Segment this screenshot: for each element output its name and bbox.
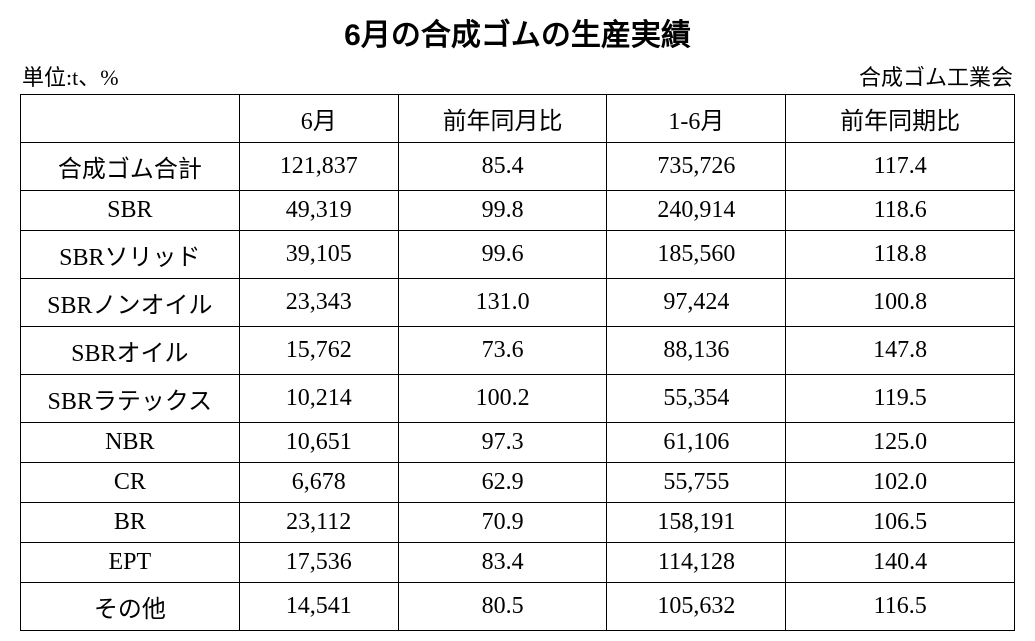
table-row: SBRソリッド39,10599.6185,560118.8 <box>21 231 1015 279</box>
row-label: その他 <box>21 583 240 631</box>
cell-jan-june: 97,424 <box>607 279 786 327</box>
col-header-yoy-month: 前年同月比 <box>398 95 607 143</box>
source-label: 合成ゴム工業会 <box>859 60 1013 92</box>
page-title: 6月の合成ゴムの生産実績 <box>20 10 1015 54</box>
cell-yoy-period: 125.0 <box>786 423 1015 463</box>
cell-yoy-period: 106.5 <box>786 503 1015 543</box>
cell-yoy-period: 100.8 <box>786 279 1015 327</box>
table-row: SBRラテックス10,214100.255,354119.5 <box>21 375 1015 423</box>
cell-yoy-month: 85.4 <box>398 143 607 191</box>
cell-jan-june: 88,136 <box>607 327 786 375</box>
cell-yoy-period: 118.6 <box>786 191 1015 231</box>
cell-june: 17,536 <box>239 543 398 583</box>
cell-yoy-period: 117.4 <box>786 143 1015 191</box>
cell-june: 23,343 <box>239 279 398 327</box>
unit-label: 単位:t、% <box>22 60 119 92</box>
cell-yoy-period: 116.5 <box>786 583 1015 631</box>
cell-yoy-month: 99.8 <box>398 191 607 231</box>
row-label: CR <box>21 463 240 503</box>
cell-yoy-month: 99.6 <box>398 231 607 279</box>
table-row: その他14,54180.5105,632116.5 <box>21 583 1015 631</box>
cell-june: 10,214 <box>239 375 398 423</box>
cell-yoy-period: 118.8 <box>786 231 1015 279</box>
cell-yoy-month: 100.2 <box>398 375 607 423</box>
row-label: EPT <box>21 543 240 583</box>
cell-yoy-month: 80.5 <box>398 583 607 631</box>
cell-june: 121,837 <box>239 143 398 191</box>
cell-yoy-month: 62.9 <box>398 463 607 503</box>
table-row: SBRオイル15,76273.688,136147.8 <box>21 327 1015 375</box>
table-row: CR6,67862.955,755102.0 <box>21 463 1015 503</box>
row-label: BR <box>21 503 240 543</box>
production-table: 6月 前年同月比 1-6月 前年同期比 合成ゴム合計121,83785.4735… <box>20 94 1015 631</box>
cell-jan-june: 114,128 <box>607 543 786 583</box>
table-row: NBR10,65197.361,106125.0 <box>21 423 1015 463</box>
cell-june: 23,112 <box>239 503 398 543</box>
cell-yoy-month: 97.3 <box>398 423 607 463</box>
cell-june: 39,105 <box>239 231 398 279</box>
cell-yoy-month: 73.6 <box>398 327 607 375</box>
col-header-yoy-period: 前年同期比 <box>786 95 1015 143</box>
table-row: BR23,11270.9158,191106.5 <box>21 503 1015 543</box>
cell-june: 15,762 <box>239 327 398 375</box>
cell-yoy-month: 131.0 <box>398 279 607 327</box>
table-row: EPT17,53683.4114,128140.4 <box>21 543 1015 583</box>
cell-jan-june: 185,560 <box>607 231 786 279</box>
table-row: 合成ゴム合計121,83785.4735,726117.4 <box>21 143 1015 191</box>
col-header-label <box>21 95 240 143</box>
cell-yoy-month: 83.4 <box>398 543 607 583</box>
cell-june: 14,541 <box>239 583 398 631</box>
row-label: SBRラテックス <box>21 375 240 423</box>
cell-jan-june: 105,632 <box>607 583 786 631</box>
cell-june: 6,678 <box>239 463 398 503</box>
row-label: SBRノンオイル <box>21 279 240 327</box>
table-row: SBR49,31999.8240,914118.6 <box>21 191 1015 231</box>
table-body: 合成ゴム合計121,83785.4735,726117.4SBR49,31999… <box>21 143 1015 631</box>
row-label: NBR <box>21 423 240 463</box>
cell-yoy-month: 70.9 <box>398 503 607 543</box>
cell-yoy-period: 147.8 <box>786 327 1015 375</box>
row-label: 合成ゴム合計 <box>21 143 240 191</box>
cell-june: 49,319 <box>239 191 398 231</box>
cell-jan-june: 61,106 <box>607 423 786 463</box>
cell-yoy-period: 119.5 <box>786 375 1015 423</box>
col-header-jan-june: 1-6月 <box>607 95 786 143</box>
cell-jan-june: 55,755 <box>607 463 786 503</box>
table-header-row: 6月 前年同月比 1-6月 前年同期比 <box>21 95 1015 143</box>
table-row: SBRノンオイル23,343131.097,424100.8 <box>21 279 1015 327</box>
row-label: SBRソリッド <box>21 231 240 279</box>
row-label: SBR <box>21 191 240 231</box>
cell-june: 10,651 <box>239 423 398 463</box>
meta-row: 単位:t、% 合成ゴム工業会 <box>20 60 1015 92</box>
col-header-june: 6月 <box>239 95 398 143</box>
cell-jan-june: 55,354 <box>607 375 786 423</box>
cell-yoy-period: 102.0 <box>786 463 1015 503</box>
row-label: SBRオイル <box>21 327 240 375</box>
cell-jan-june: 240,914 <box>607 191 786 231</box>
cell-jan-june: 158,191 <box>607 503 786 543</box>
cell-yoy-period: 140.4 <box>786 543 1015 583</box>
cell-jan-june: 735,726 <box>607 143 786 191</box>
